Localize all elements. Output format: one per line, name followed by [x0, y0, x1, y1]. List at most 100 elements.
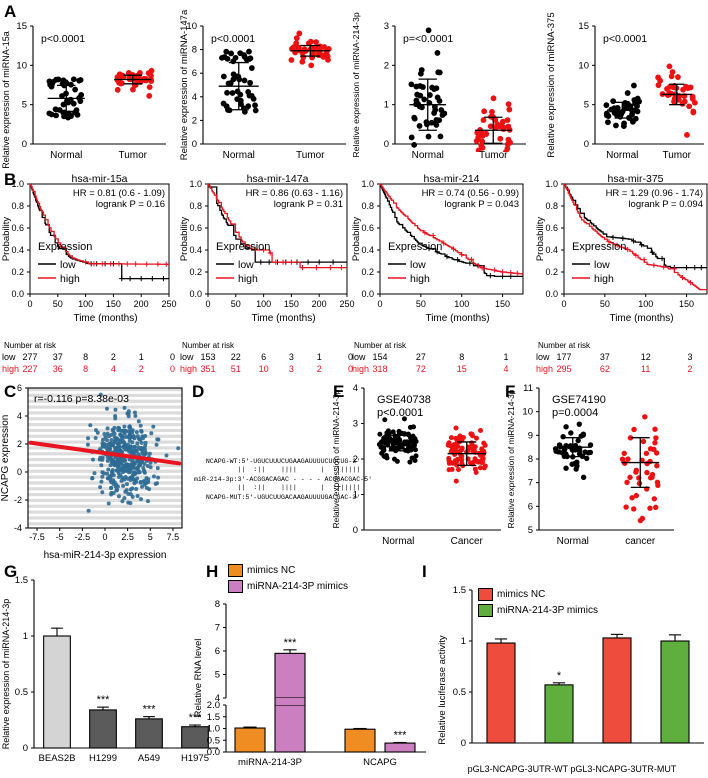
- svg-text:high: high: [594, 273, 614, 285]
- svg-text:12: 12: [641, 352, 651, 362]
- svg-text:hsa-mir-214: hsa-mir-214: [423, 173, 479, 185]
- svg-text:0.8: 0.8: [11, 201, 24, 211]
- svg-text:2: 2: [384, 60, 389, 71]
- svg-text:0.5: 0.5: [207, 735, 220, 746]
- svg-text:0.5: 0.5: [15, 687, 28, 698]
- svg-text:153: 153: [200, 352, 215, 362]
- svg-text:*: *: [557, 670, 562, 682]
- svg-text:0.8: 0.8: [361, 201, 374, 211]
- svg-text:low: low: [536, 352, 550, 362]
- svg-text:50: 50: [600, 299, 610, 309]
- svg-text:Probability: Probability: [179, 217, 190, 262]
- svg-text:high: high: [536, 364, 553, 374]
- svg-text:0.0: 0.0: [11, 289, 24, 299]
- svg-text:Time (months): Time (months): [425, 313, 489, 324]
- svg-text:0.6: 0.6: [361, 223, 374, 233]
- svg-text:200: 200: [312, 299, 327, 309]
- svg-text:logrank P = 0.31: logrank P = 0.31: [274, 199, 343, 210]
- svg-text:p<0.0001: p<0.0001: [603, 33, 647, 45]
- svg-text:HR = 0.86 (0.63 - 1.16): HR = 0.86 (0.63 - 1.16): [246, 188, 343, 199]
- svg-text:Relative expression of miRNA-2: Relative expression of miRNA-214-3p: [331, 389, 341, 528]
- svg-text:8: 8: [83, 364, 88, 374]
- svg-text:***: ***: [97, 694, 111, 706]
- svg-text:150: 150: [284, 299, 299, 309]
- svg-text:6: 6: [528, 501, 533, 512]
- svg-text:2: 2: [139, 364, 144, 374]
- svg-text:low: low: [594, 259, 610, 271]
- svg-text:0.0: 0.0: [207, 747, 220, 758]
- svg-text:Tumor: Tumor: [479, 150, 508, 161]
- svg-text:Number at risk: Number at risk: [4, 341, 57, 350]
- svg-text:6: 6: [17, 383, 22, 393]
- svg-text:high: high: [352, 364, 369, 374]
- svg-text:Relative expression of miRNA-2: Relative expression of miRNA-214-3p: [351, 12, 361, 158]
- svg-text:0: 0: [461, 738, 466, 749]
- svg-text:0: 0: [205, 299, 210, 309]
- svg-text:low: low: [2, 352, 16, 362]
- svg-text:8: 8: [459, 352, 464, 362]
- svg-text:***: ***: [143, 704, 157, 716]
- svg-text:4: 4: [353, 383, 358, 394]
- svg-text:NCAPG expression: NCAPG expression: [0, 415, 11, 502]
- svg-text:10: 10: [16, 60, 27, 71]
- svg-text:0.4: 0.4: [11, 245, 24, 255]
- svg-text:Relative expression of miRNA-2: Relative expression of miRNA-214-3p: [506, 389, 516, 528]
- svg-text:51: 51: [231, 364, 241, 374]
- svg-text:hsa-mir-147a: hsa-mir-147a: [247, 173, 309, 185]
- svg-text:Normal: Normal: [382, 536, 414, 547]
- svg-text:Time (months): Time (months): [609, 313, 673, 324]
- svg-text:227: 227: [22, 364, 37, 374]
- svg-text:Probability: Probability: [1, 217, 12, 262]
- svg-text:150: 150: [495, 299, 510, 309]
- svg-text:100: 100: [78, 299, 93, 309]
- svg-text:1.0: 1.0: [11, 179, 24, 189]
- svg-text:7.5: 7.5: [167, 532, 180, 542]
- svg-text:miRNA-214-3P: miRNA-214-3P: [238, 757, 302, 768]
- svg-text:3: 3: [289, 352, 294, 362]
- svg-text:250: 250: [161, 299, 176, 309]
- svg-text:2.5: 2.5: [121, 532, 134, 542]
- svg-text:15: 15: [457, 364, 467, 374]
- svg-text:1.0: 1.0: [545, 179, 558, 189]
- svg-text:8: 8: [192, 45, 197, 56]
- svg-text:3: 3: [688, 352, 693, 362]
- svg-text:100: 100: [454, 299, 469, 309]
- svg-text:0: 0: [170, 352, 175, 362]
- svg-text:Expression: Expression: [216, 241, 270, 253]
- svg-text:low: low: [410, 259, 426, 271]
- svg-text:1: 1: [504, 352, 509, 362]
- svg-text:Relative expression of miRNA-3: Relative expression of miRNA-375: [546, 12, 557, 157]
- svg-text:Probability: Probability: [535, 217, 546, 262]
- svg-text:r=-0.116 p=8.38e-03: r=-0.116 p=8.38e-03: [34, 393, 129, 405]
- svg-text:3: 3: [289, 364, 294, 374]
- svg-text:6: 6: [215, 646, 220, 657]
- svg-text:1.5: 1.5: [453, 585, 466, 596]
- svg-text:0: 0: [170, 364, 175, 374]
- svg-text:Cancer: Cancer: [451, 536, 484, 547]
- svg-text:0: 0: [561, 299, 566, 309]
- svg-text:hsa-mir-375: hsa-mir-375: [607, 173, 663, 185]
- svg-text:low: low: [60, 259, 76, 271]
- svg-text:11: 11: [523, 383, 533, 394]
- svg-text:2: 2: [17, 439, 22, 449]
- svg-text:4: 4: [17, 411, 22, 421]
- svg-text:1.0: 1.0: [189, 179, 202, 189]
- svg-text:50: 50: [53, 299, 63, 309]
- svg-text:8: 8: [83, 352, 88, 362]
- svg-text:62: 62: [600, 364, 610, 374]
- svg-text:0.2: 0.2: [189, 267, 202, 277]
- svg-text:1: 1: [23, 631, 28, 642]
- svg-text:0: 0: [27, 299, 32, 309]
- svg-text:Tumor: Tumor: [662, 150, 691, 161]
- svg-text:-2: -2: [14, 495, 22, 505]
- svg-text:0.6: 0.6: [189, 223, 202, 233]
- svg-text:2: 2: [317, 364, 322, 374]
- svg-text:low: low: [352, 352, 366, 362]
- svg-text:Normal: Normal: [412, 150, 444, 161]
- svg-text:4: 4: [192, 92, 197, 103]
- svg-text:HR = 0.74 (0.56 - 0.99): HR = 0.74 (0.56 - 0.99): [422, 188, 519, 199]
- svg-text:351: 351: [200, 364, 215, 374]
- svg-text:0.5: 0.5: [453, 687, 466, 698]
- svg-text:high: high: [2, 364, 19, 374]
- svg-text:1: 1: [384, 100, 389, 111]
